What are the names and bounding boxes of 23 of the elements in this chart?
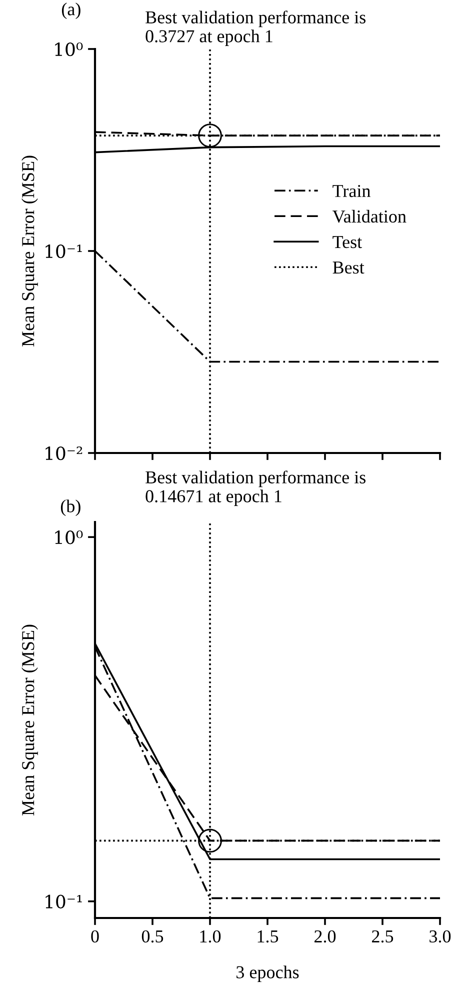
x-tick-label: 0 [91,930,99,943]
y-tick-label: 10⁻¹ [46,894,82,908]
y-axis-title: Mean Square Error (MSE) [22,624,38,816]
y-tick-label: 10⁻¹ [46,244,82,258]
x-tick-label: 3.0 [430,930,451,943]
y-tick-label: 10⁻² [46,446,82,460]
x-tick-label: 1.5 [258,930,278,943]
chart-title: Best validation performance is 0.14671 at epoch 1 [146,470,366,506]
y-tick-label: 10⁰ [55,530,83,544]
x-tick-label: 1.0 [200,930,221,943]
y-tick-label: 10⁰ [55,42,83,56]
legend-label: Test [332,236,362,248]
legend-label: Validation [332,210,406,223]
text: (a) [62,2,80,19]
x-tick-label: 0.5 [142,930,164,943]
x-axis-title: 3 epochs [236,966,299,982]
chart-title: Best validation performance is 0.3727 at epoch 1 [146,10,366,46]
y-axis-title: Mean Square Error (MSE) [22,156,38,346]
legend-label: Train [332,184,370,198]
text: (b) [60,500,80,516]
legend-label: Best [332,262,364,274]
x-tick-label: 2.0 [314,930,336,943]
x-tick-label: 2.5 [372,930,394,943]
